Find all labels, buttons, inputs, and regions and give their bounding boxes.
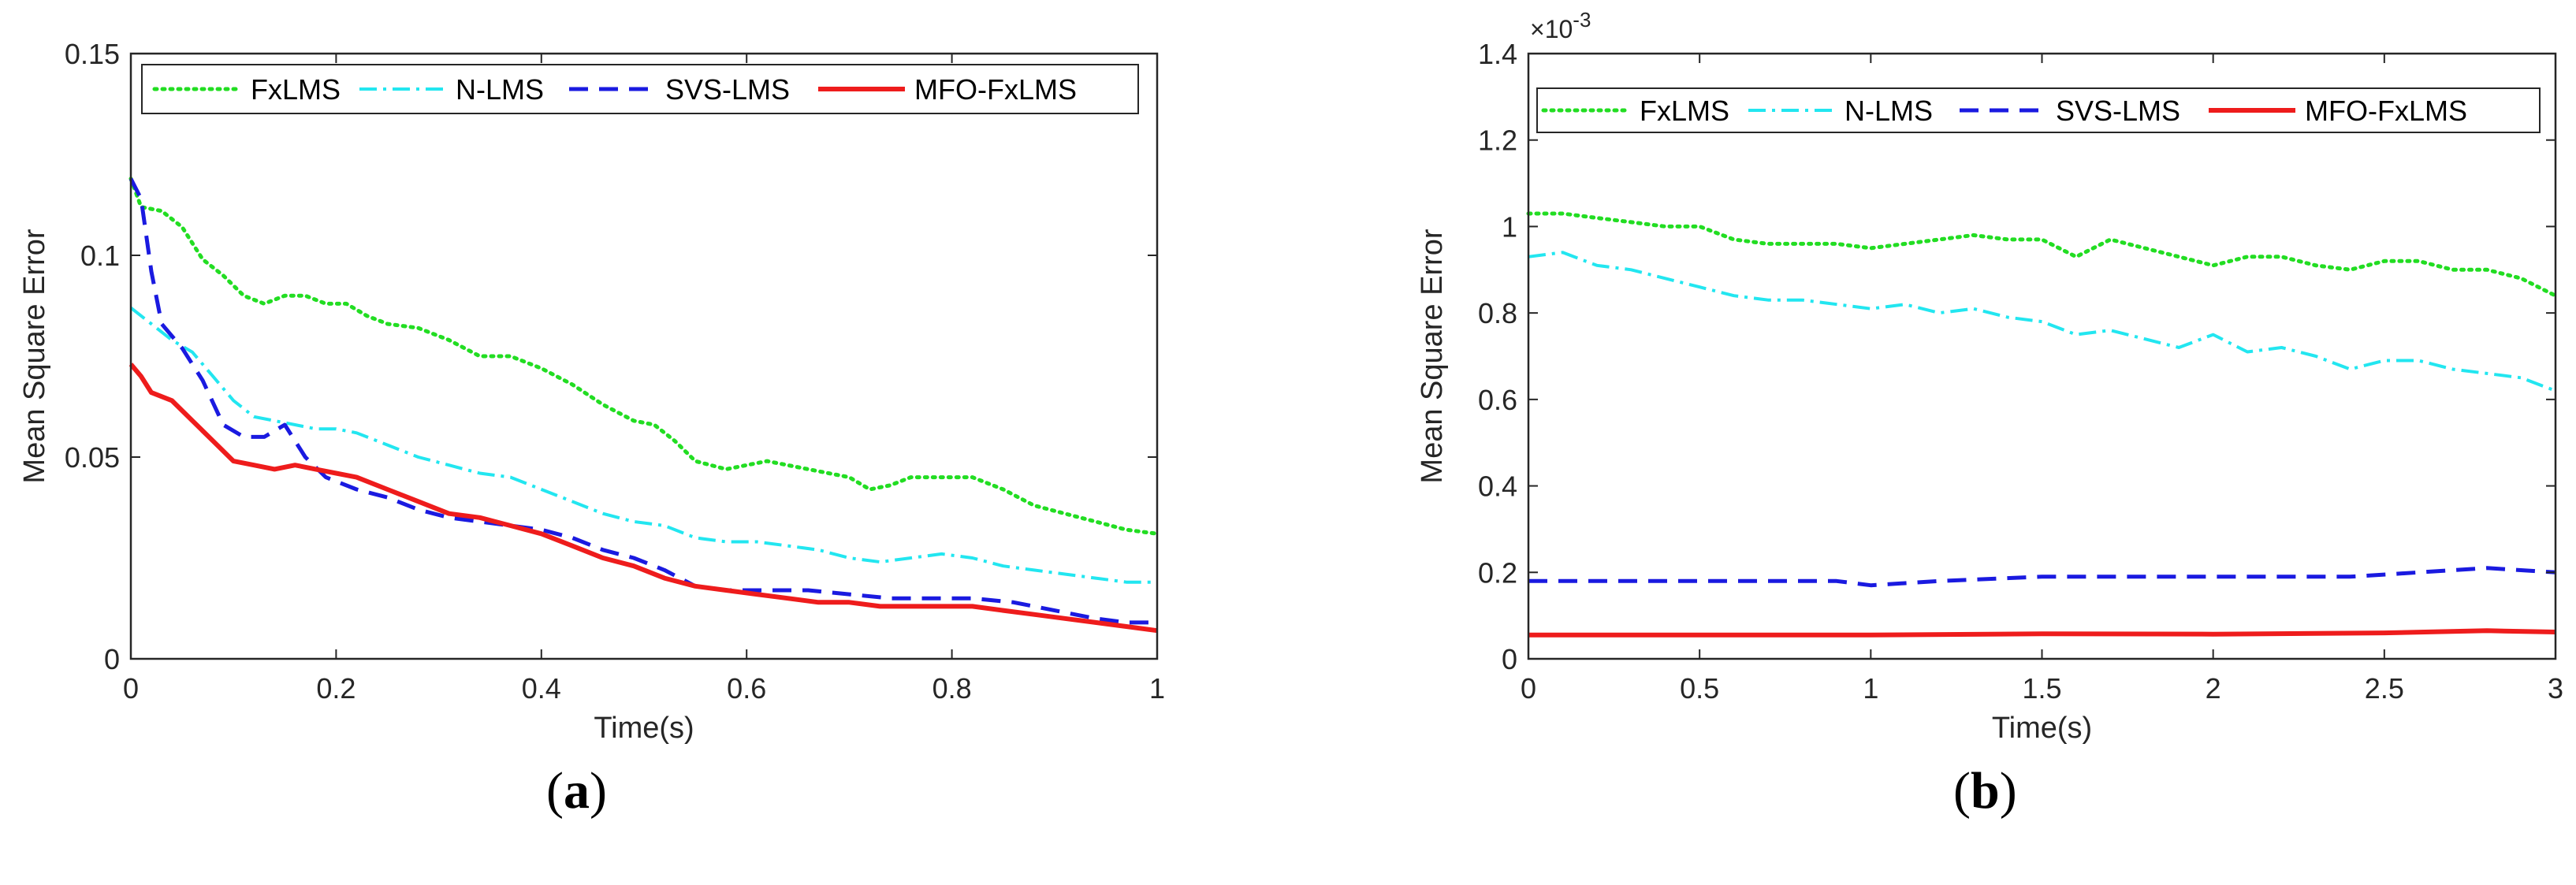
legend-label-mfo-fxlms: MFO-FxLMS: [914, 73, 1077, 106]
panel-label-b: (b): [1953, 762, 2017, 820]
x-tick-label: 2: [2206, 672, 2221, 705]
legend-label-mfo-fxlms: MFO-FxLMS: [2305, 95, 2467, 127]
x-tick-label: 0: [123, 672, 139, 705]
x-axis-label: Time(s): [594, 712, 694, 745]
chart-b: 0 0.5 1 1.5 2 2.5 3 0 0.2 0.4 0.6 0.8 1 1.2 1.4 ×10-3 Ti…: [1416, 8, 2563, 745]
plot-area: [131, 54, 1157, 659]
y-axis-label: Mean Square Error: [1416, 229, 1449, 483]
x-axis-label: Time(s): [1992, 712, 2092, 745]
y-tick-label: 1.4: [1478, 38, 1517, 70]
x-tick-label: 0.8: [932, 672, 972, 705]
x-tick-label: 0: [1521, 672, 1536, 705]
chart-a: 0 0.2 0.4 0.6 0.8 1 0 0.05 0.1 0.15 Time(s) Mean Sq…: [18, 38, 1165, 745]
y-exponent-power: -3: [1573, 8, 1591, 32]
series-line-fxlms: [128, 177, 1160, 536]
series-line-n-lms: [129, 307, 1157, 584]
x-tick-label: 0.5: [1680, 672, 1719, 705]
panel-label-a: (a): [546, 762, 607, 820]
y-tick-label: 1.2: [1478, 125, 1517, 157]
x-tick-label: 2.5: [2365, 672, 2404, 705]
series-line-n-lms: [1528, 251, 2556, 392]
y-tick-label: 1: [1502, 210, 1517, 243]
x-tick-label: 0.4: [522, 672, 561, 705]
series-line-mfo-fxlms: [128, 363, 1158, 634]
legend-label-n-lms: N-LMS: [456, 73, 544, 106]
y-tick-label: 0.2: [1478, 556, 1517, 589]
y-tick-label: 0.6: [1478, 384, 1517, 416]
plot-area: [1528, 54, 2556, 659]
x-tick-label: 0.2: [316, 672, 356, 705]
y-tick-label: 0.8: [1478, 297, 1517, 329]
legend-label-svs-lms: SVS-LMS: [665, 73, 790, 106]
x-tick-label: 3: [2548, 672, 2563, 705]
y-tick-label: 0: [104, 643, 120, 675]
legend: FxLMS N-LMS SVS-LMS MFO-FxLMS: [1536, 87, 2541, 133]
legend-label-fxlms: FxLMS: [251, 73, 341, 106]
x-tick-label: 1: [1149, 672, 1165, 705]
series-line-mfo-fxlms: [1528, 628, 2556, 638]
legend-label-svs-lms: SVS-LMS: [2056, 95, 2180, 127]
y-tick-label: 0: [1502, 643, 1517, 675]
y-exponent-label: ×10-3: [1530, 8, 1591, 43]
legend-label-n-lms: N-LMS: [1845, 95, 1933, 127]
y-axis-label: Mean Square Error: [18, 229, 51, 483]
legend: FxLMS N-LMS SVS-LMS MFO-FxLMS: [141, 64, 1139, 114]
y-tick-label: 0.4: [1478, 470, 1517, 503]
y-tick-label: 0.05: [65, 441, 120, 474]
legend-label-fxlms: FxLMS: [1640, 95, 1729, 127]
series-line-svs-lms: [1528, 566, 2556, 588]
x-tick-label: 1: [1863, 672, 1878, 705]
series-line-fxlms: [1526, 211, 2558, 298]
y-tick-label: 0.15: [65, 38, 120, 70]
axes-box: [129, 52, 1159, 660]
y-tick-label: 0.1: [80, 240, 120, 272]
x-tick-label: 0.6: [727, 672, 766, 705]
x-tick-label: 1.5: [2022, 672, 2061, 705]
